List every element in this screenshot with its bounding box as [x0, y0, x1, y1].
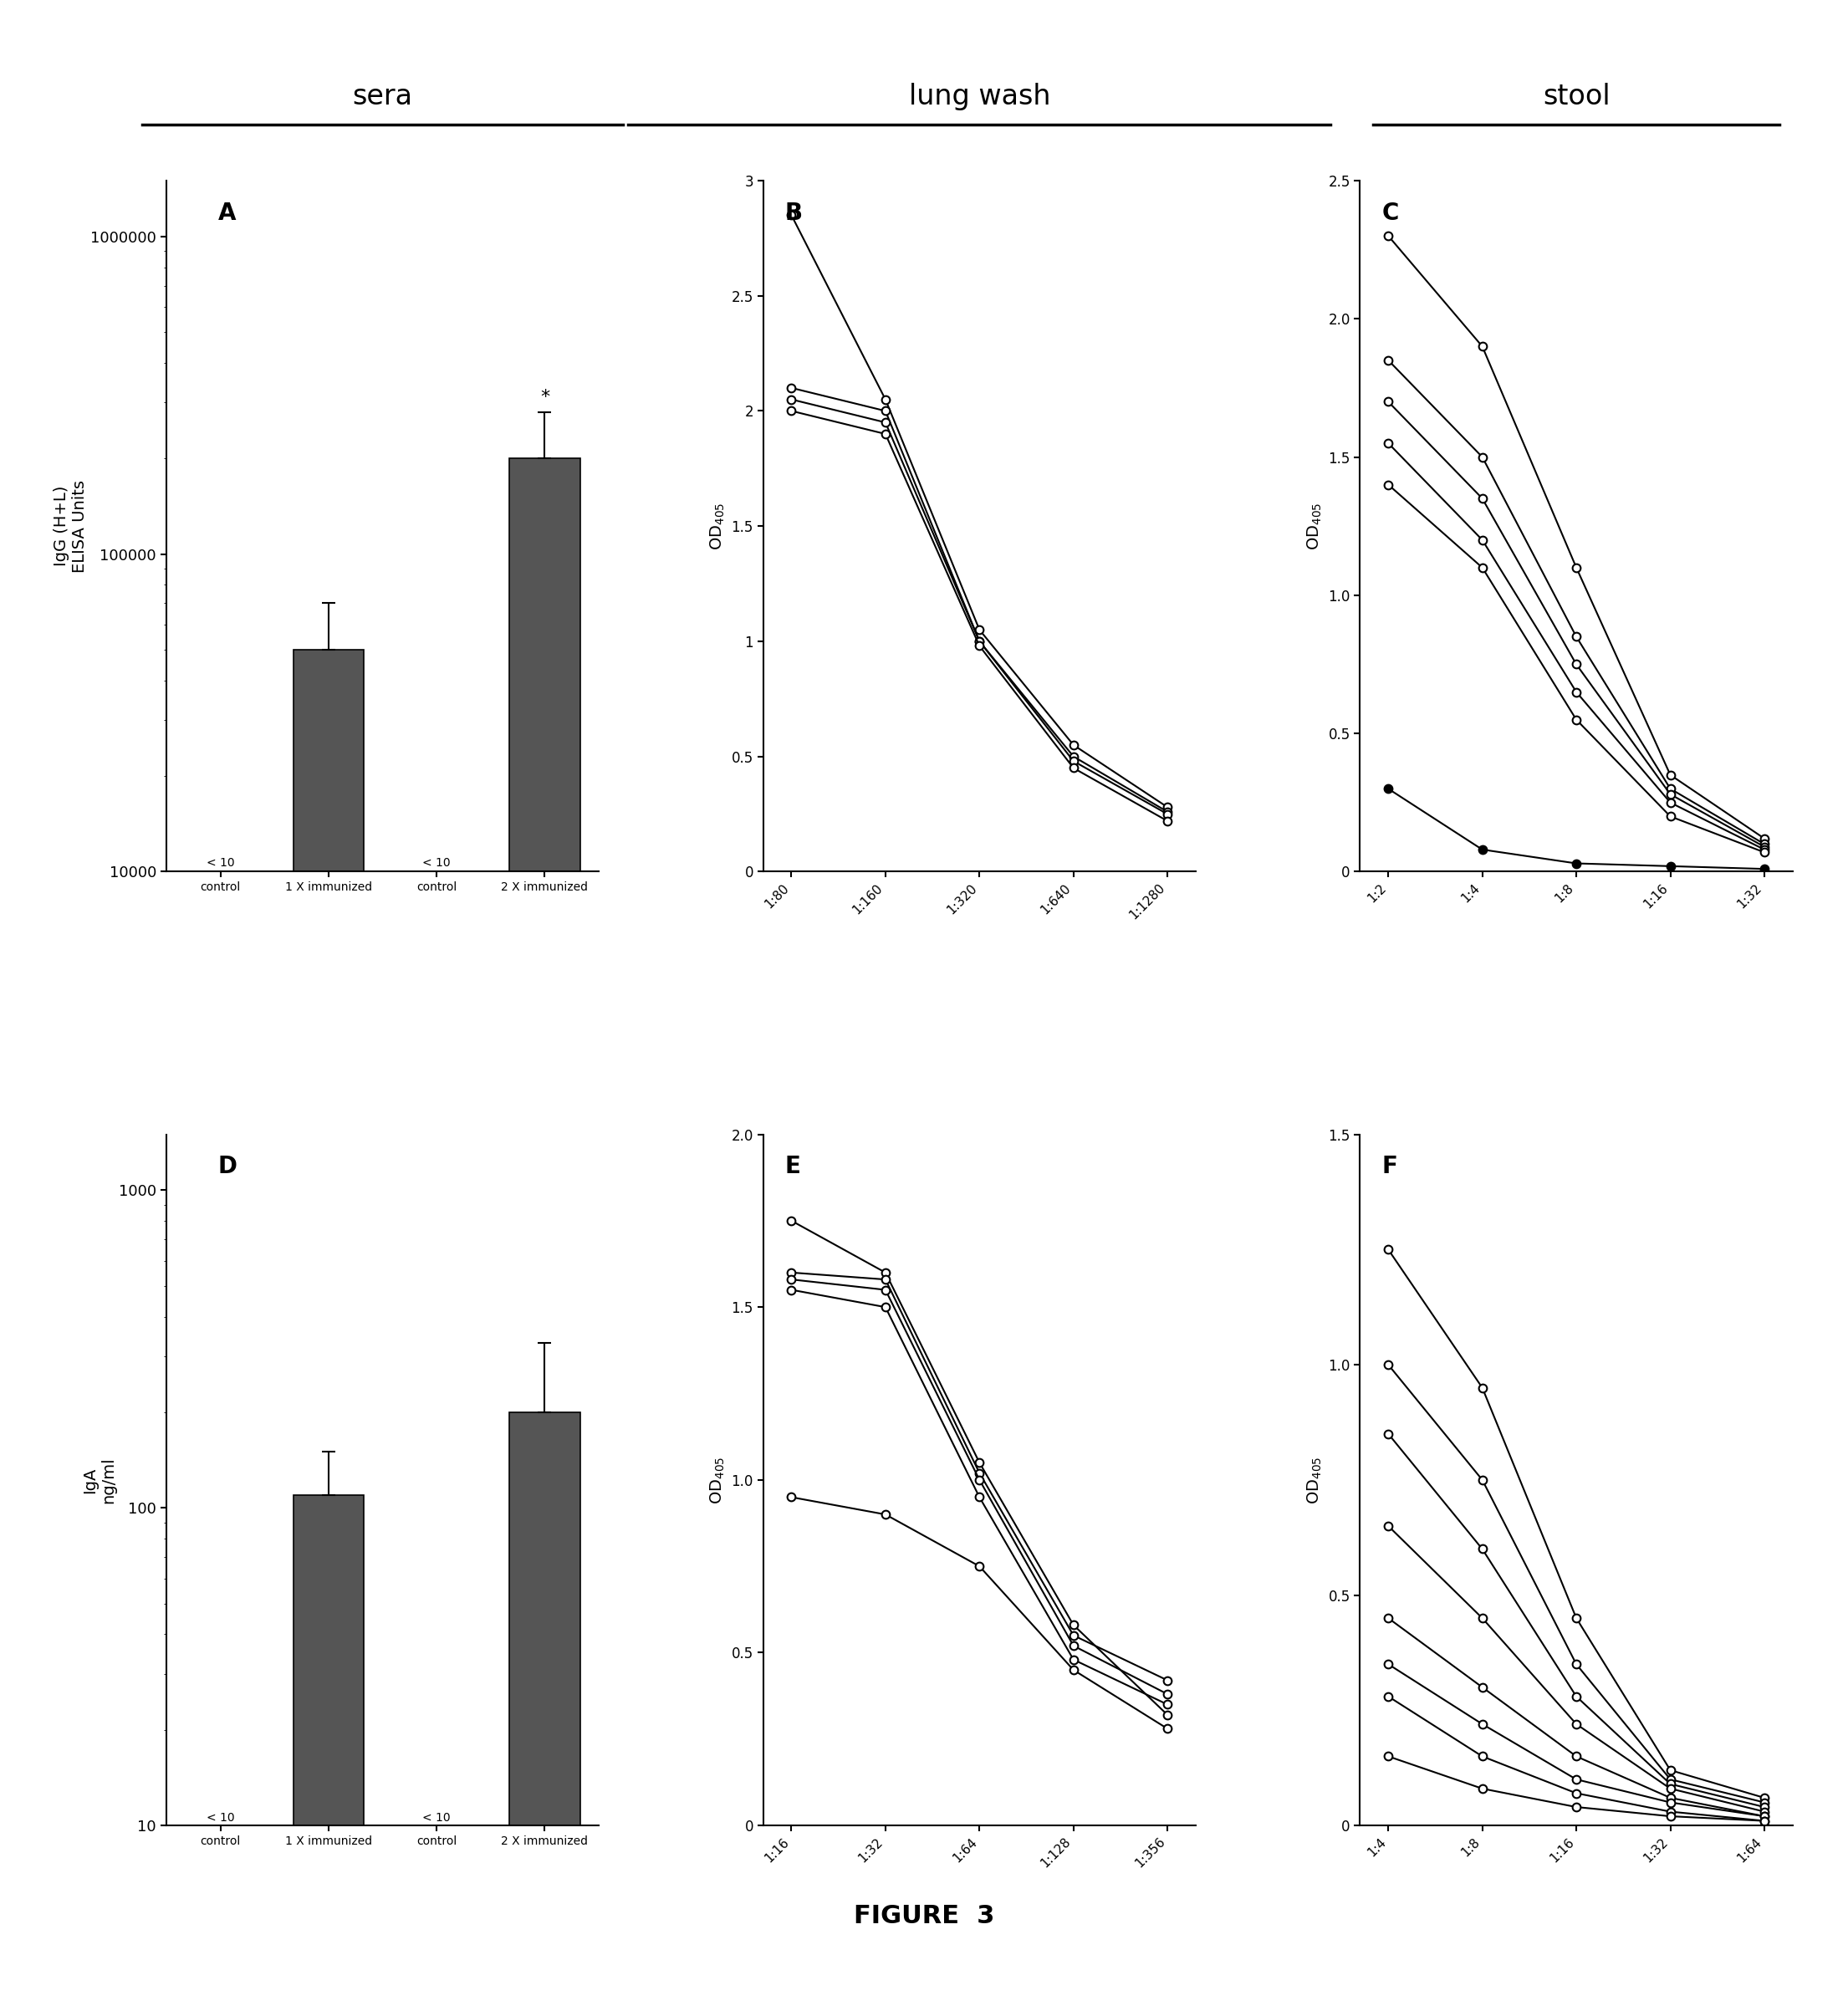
Y-axis label: OD$_{405}$: OD$_{405}$ [710, 502, 726, 550]
Text: < 10: < 10 [207, 1811, 235, 1823]
Y-axis label: OD$_{405}$: OD$_{405}$ [1307, 1456, 1323, 1504]
Bar [294, 1494, 364, 2006]
Text: < 10: < 10 [207, 857, 235, 869]
Text: < 10: < 10 [423, 857, 451, 869]
Text: C: C [1382, 201, 1399, 225]
Text: FIGURE  3: FIGURE 3 [854, 1904, 994, 1928]
Y-axis label: OD$_{405}$: OD$_{405}$ [710, 1456, 726, 1504]
Text: B: B [785, 201, 802, 225]
Y-axis label: IgG (H+L)
ELISA Units: IgG (H+L) ELISA Units [54, 479, 89, 572]
Bar [510, 459, 580, 2006]
Bar [294, 650, 364, 2006]
Text: D: D [218, 1155, 237, 1178]
Text: A: A [218, 201, 237, 225]
Text: *: * [540, 389, 549, 405]
Y-axis label: IgA
ng/ml: IgA ng/ml [81, 1456, 116, 1502]
Text: sera: sera [353, 82, 412, 110]
Text: F: F [1382, 1155, 1397, 1178]
Text: lung wash: lung wash [909, 82, 1050, 110]
Text: < 10: < 10 [423, 1811, 451, 1823]
Text: E: E [785, 1155, 800, 1178]
Y-axis label: OD$_{405}$: OD$_{405}$ [1307, 502, 1323, 550]
Bar [510, 1412, 580, 2006]
Text: stool: stool [1543, 82, 1610, 110]
